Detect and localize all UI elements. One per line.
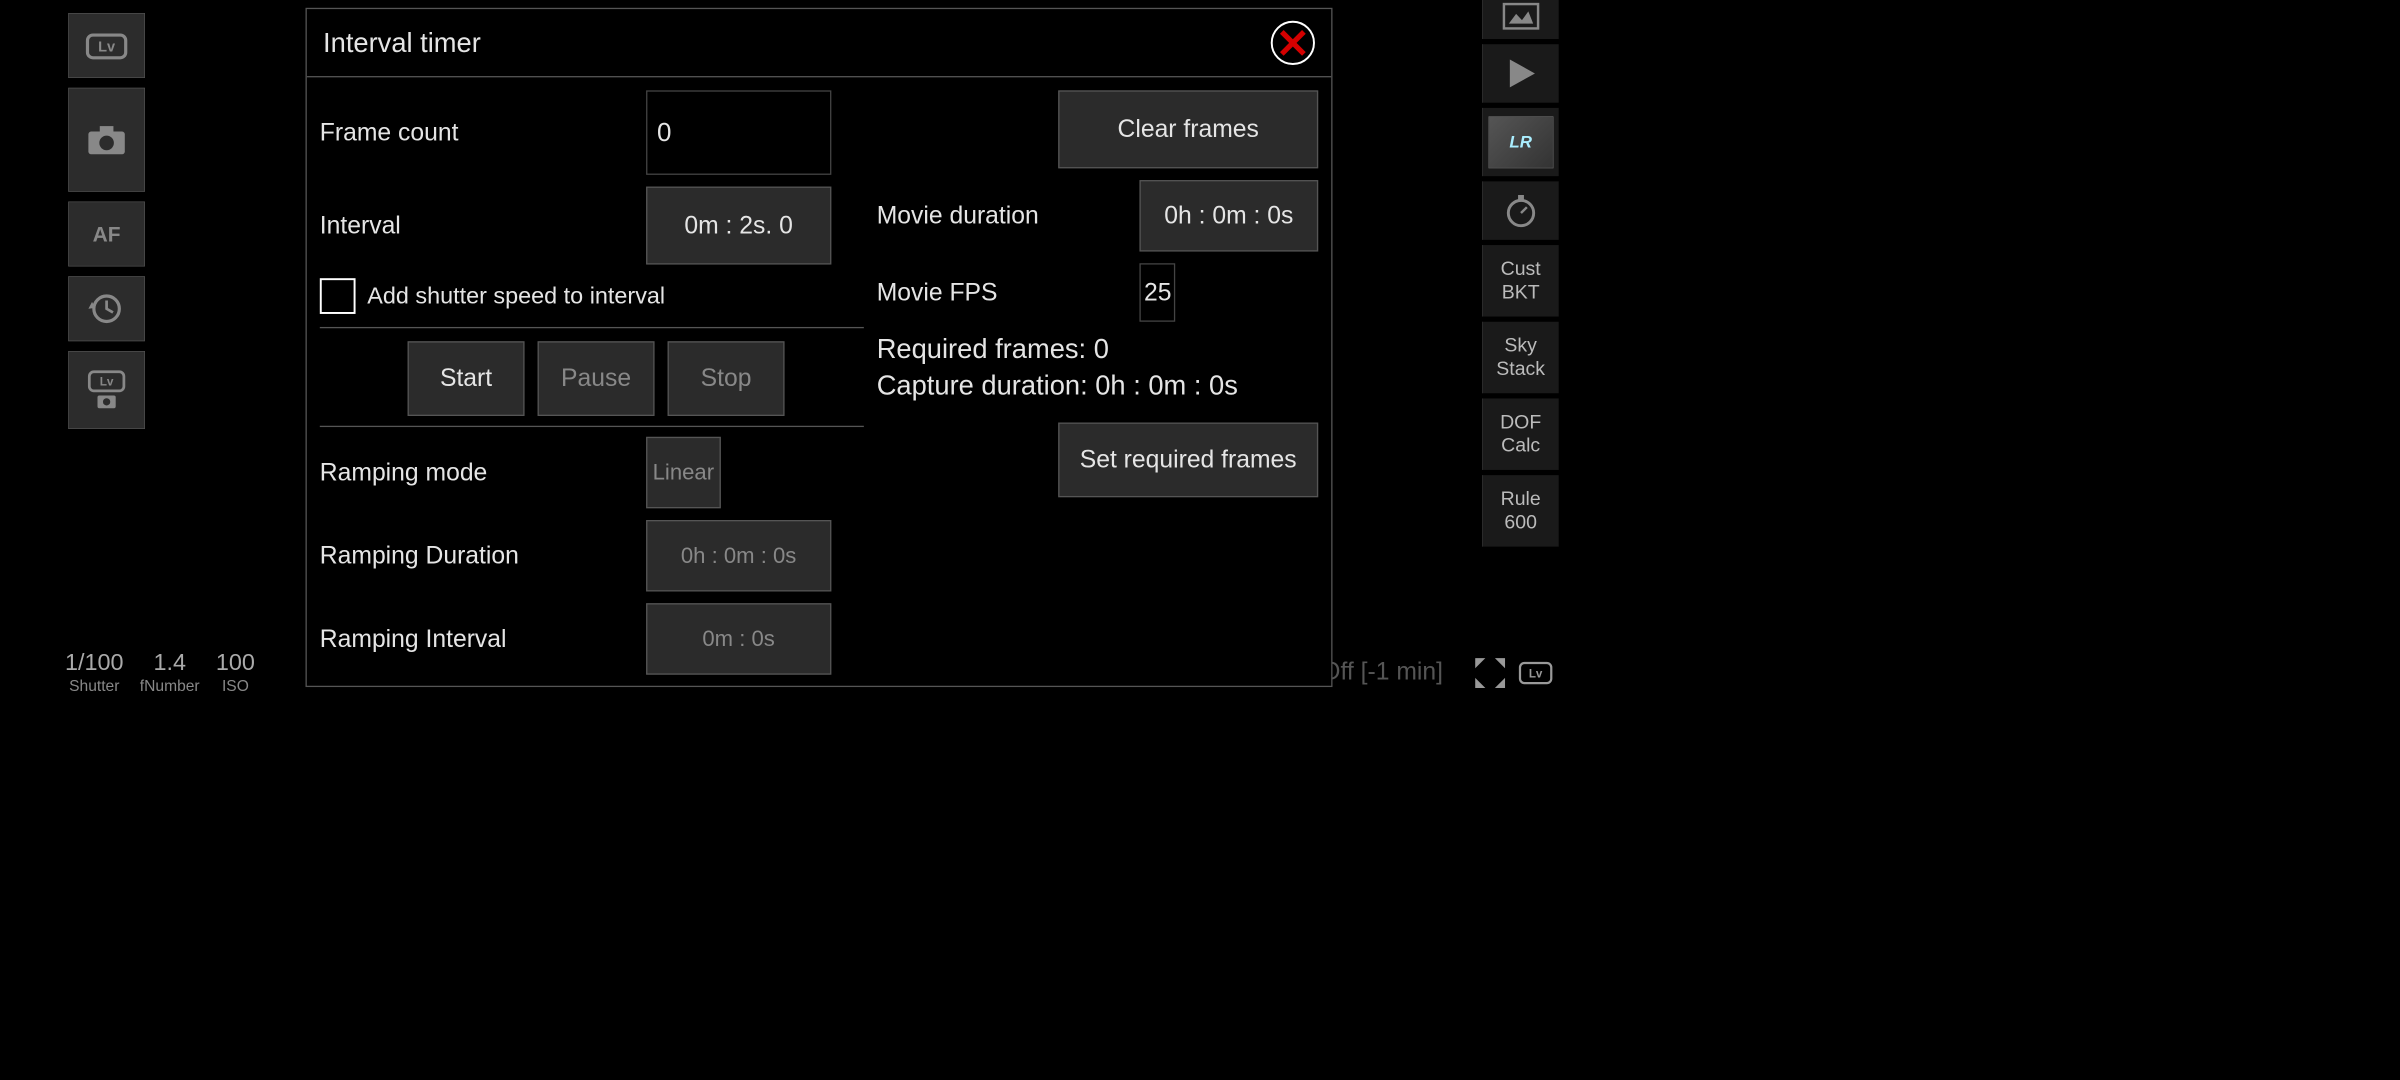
capture-duration-text: Capture duration: 0h : 0m : 0s (877, 370, 1318, 401)
status-text: Off [-1 min] (1321, 658, 1443, 686)
modal-title: Interval timer (323, 27, 481, 58)
ramping-mode-label: Ramping mode (320, 459, 487, 487)
interval-timer-modal: Interval timer Frame count 0 Interval 0m… (306, 8, 1333, 687)
stop-button[interactable]: Stop (668, 341, 785, 416)
start-button[interactable]: Start (408, 341, 525, 416)
close-button[interactable] (1271, 20, 1315, 64)
add-shutter-label: Add shutter speed to interval (367, 282, 665, 309)
liveview-camera-icon[interactable]: Lv (68, 351, 145, 429)
svg-text:Lv: Lv (98, 39, 116, 55)
rule-600-button[interactable]: Rule 600 (1482, 475, 1559, 546)
frame-count-input[interactable]: 0 (646, 90, 831, 174)
set-required-frames-button[interactable]: Set required frames (1058, 422, 1318, 497)
svg-text:Lv: Lv (1529, 667, 1543, 680)
ramping-interval-label: Ramping Interval (320, 625, 507, 653)
dof-calc-button[interactable]: DOF Calc (1482, 398, 1559, 470)
timer-icon[interactable] (1482, 181, 1559, 240)
interval-button[interactable]: 0m : 2s. 0 (646, 187, 831, 265)
ramping-interval-button[interactable]: 0m : 0s (646, 603, 831, 675)
fullscreen-icon[interactable] (1472, 655, 1508, 694)
play-icon[interactable] (1482, 44, 1559, 103)
lv-small-icon[interactable]: Lv (1518, 655, 1554, 694)
clear-frames-button[interactable]: Clear frames (1058, 90, 1318, 168)
camera-icon[interactable] (68, 88, 145, 192)
iso-stat[interactable]: 100 ISO (216, 649, 255, 696)
movie-duration-label: Movie duration (877, 202, 1039, 230)
divider (320, 327, 864, 328)
history-icon[interactable] (68, 276, 145, 341)
pause-button[interactable]: Pause (538, 341, 655, 416)
movie-fps-label: Movie FPS (877, 279, 998, 307)
af-icon[interactable]: AF (68, 202, 145, 267)
right-sidebar: LR Cust BKT Sky Stack DOF Calc Rule 600 (1482, 0, 1560, 547)
bottom-right-icons: Lv (1472, 655, 1553, 694)
ramping-mode-button[interactable]: Linear (646, 437, 721, 509)
add-shutter-checkbox[interactable] (320, 278, 356, 314)
ramping-duration-label: Ramping Duration (320, 542, 519, 570)
left-sidebar: Lv AF Lv (68, 13, 146, 429)
frame-count-label: Frame count (320, 119, 459, 147)
interval-label: Interval (320, 212, 401, 240)
lrtimelapse-icon[interactable]: LR (1482, 108, 1559, 176)
bottom-stats: 1/100 Shutter 1.4 fNumber 100 ISO (65, 649, 255, 696)
divider-2 (320, 426, 864, 427)
movie-duration-button[interactable]: 0h : 0m : 0s (1139, 180, 1318, 252)
fnumber-stat[interactable]: 1.4 fNumber (140, 649, 200, 696)
cust-bkt-button[interactable]: Cust BKT (1482, 245, 1559, 317)
required-frames-text: Required frames: 0 (877, 333, 1318, 364)
liveview-icon[interactable]: Lv (68, 13, 145, 78)
svg-text:AF: AF (93, 223, 121, 246)
svg-text:Lv: Lv (100, 374, 114, 388)
sky-stack-button[interactable]: Sky Stack (1482, 322, 1559, 394)
ramping-duration-button[interactable]: 0h : 0m : 0s (646, 520, 831, 592)
shutter-stat[interactable]: 1/100 Shutter (65, 649, 124, 696)
modal-header: Interval timer (307, 9, 1331, 77)
gallery-icon[interactable] (1482, 0, 1559, 39)
movie-fps-input[interactable]: 25 (1139, 263, 1175, 322)
